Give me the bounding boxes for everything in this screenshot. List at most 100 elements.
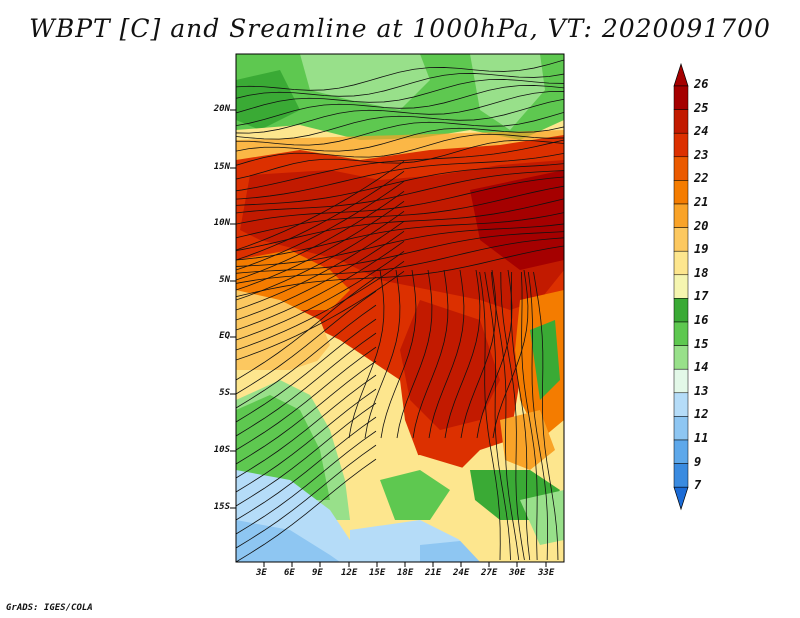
colorbar-label: 17	[694, 289, 709, 304]
colorbar-swatch	[673, 109, 689, 134]
chart-title: WBPT [C] and Sreamline at 1000hPa, VT: 2…	[29, 14, 771, 43]
streamline	[348, 269, 385, 439]
lon-tick-label: 6E	[284, 568, 295, 578]
lon-tick-label: 30E	[509, 568, 526, 578]
colorbar-swatch	[673, 203, 689, 228]
lat-tick-label: 5N	[219, 275, 230, 285]
streamline	[533, 271, 559, 561]
colorbar	[673, 62, 689, 511]
streamline	[484, 271, 511, 561]
streamline	[236, 133, 564, 166]
streamline	[236, 430, 377, 535]
colorbar-label: 20	[694, 218, 709, 233]
colorbar-swatch	[673, 85, 689, 110]
colorbar-label: 7	[694, 478, 702, 493]
streamline	[236, 170, 564, 214]
streamline	[236, 198, 564, 251]
colorbar-swatch	[673, 345, 689, 370]
streamline	[236, 231, 405, 321]
streamline	[479, 271, 501, 561]
streamline	[236, 332, 377, 437]
lon-tick-label: 18E	[397, 568, 414, 578]
lat-tick-label: 15N	[213, 162, 230, 172]
streamline	[510, 271, 531, 561]
streamline	[491, 271, 520, 561]
lon-tick-label: 24E	[453, 568, 470, 578]
colorbar-swatch	[673, 132, 689, 158]
streamline	[236, 191, 405, 281]
streamline	[236, 374, 377, 479]
streamline	[236, 139, 564, 180]
lat-tick-label: 10S	[213, 445, 230, 455]
lon-tick-label: 15E	[369, 568, 386, 578]
lon-tick-label: 3E	[256, 568, 267, 578]
streamline	[236, 171, 405, 261]
streamline	[364, 269, 401, 439]
streamline	[460, 269, 497, 439]
streamline	[236, 271, 405, 361]
streamline	[236, 304, 377, 409]
colorbar-label: 23	[694, 147, 709, 162]
colorbar-label: 15	[694, 336, 709, 351]
map-frame	[235, 53, 565, 563]
colorbar-label: 11	[694, 431, 709, 445]
colorbar-label: 21	[694, 195, 709, 209]
lon-tick-label: 21E	[425, 568, 442, 578]
colorbar-label: 12	[694, 407, 709, 422]
streamline	[236, 79, 564, 114]
streamline	[396, 269, 433, 439]
colorbar-label: 9	[694, 454, 702, 469]
streamline	[236, 231, 564, 274]
colorbar-swatch	[673, 274, 689, 299]
colorbar-label: 25	[694, 100, 709, 115]
colorbar-label: 18	[694, 265, 709, 280]
streamline	[236, 360, 377, 465]
streamline	[236, 59, 564, 91]
colorbar-swatch	[673, 227, 689, 252]
streamline	[236, 388, 377, 493]
streamline	[236, 185, 564, 239]
colorbar-swatch	[673, 298, 689, 323]
streamline	[236, 73, 564, 99]
streamline	[236, 261, 405, 351]
colorbar-label: 16	[694, 313, 709, 327]
streamline	[236, 152, 564, 200]
streamline	[527, 271, 548, 561]
colorbar-swatch	[673, 180, 689, 205]
streamline	[236, 111, 564, 146]
colorbar-label: 13	[694, 383, 709, 398]
colorbar-swatch	[673, 250, 689, 276]
streamline	[236, 318, 377, 423]
streamline	[236, 211, 405, 301]
streamline	[412, 269, 449, 439]
lon-tick-label: 33E	[538, 568, 555, 578]
streamline	[236, 139, 564, 192]
streamline	[428, 269, 465, 439]
colorbar-label: 19	[694, 242, 709, 257]
streamline	[236, 290, 377, 395]
streamline	[492, 269, 529, 439]
lon-tick-label: 27E	[481, 568, 498, 578]
streamline	[236, 212, 564, 261]
streamline	[236, 223, 564, 267]
lon-tick-label: 12E	[341, 568, 358, 578]
colorbar-swatch	[673, 321, 689, 346]
streamline	[236, 98, 564, 140]
streamline	[236, 221, 405, 311]
colorbar-label: 22	[694, 171, 709, 186]
streamline	[236, 163, 564, 206]
colorbar-swatch	[673, 439, 689, 464]
lat-tick-label: 20N	[213, 104, 230, 114]
streamline	[236, 161, 405, 251]
colorbar-bottom-arrow	[673, 486, 689, 511]
lat-tick-label: 5S	[219, 388, 230, 398]
streamline	[500, 271, 525, 561]
streamline	[236, 276, 377, 381]
streamline	[236, 126, 564, 152]
colorbar-swatch	[673, 416, 689, 441]
streamline	[236, 346, 377, 451]
lon-tick-label: 9E	[312, 568, 323, 578]
streamline	[380, 269, 417, 439]
streamline	[236, 85, 564, 127]
